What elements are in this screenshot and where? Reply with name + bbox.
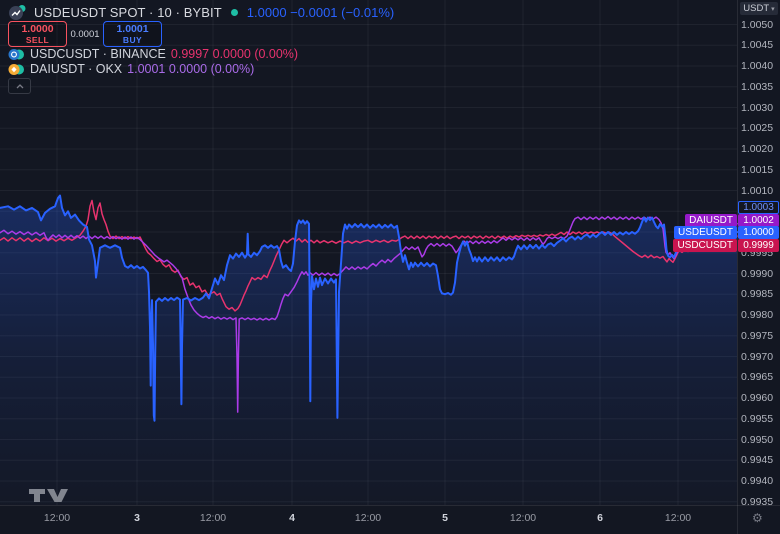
price-tick-label: 1.0045 [741,39,774,52]
time-tick-label: 4 [289,512,295,524]
price-tick-label: 0.9950 [741,433,774,446]
main-series-legend[interactable]: USDEUSDT SPOT · 10 · BYBIT 1.0000 −0.000… [8,4,394,20]
price-tick-label: 0.9940 [741,475,774,487]
ask-price-axis-label: 1.0003 [738,200,779,214]
time-tick-label: 12:00 [354,512,382,524]
currency-label: USDT [743,3,770,14]
last-price-axis-label-usdeusdt: USDEUSDT 1.0000 [673,225,779,239]
time-tick-label: 12:00 [43,512,71,524]
legend-collapse-button[interactable] [8,78,31,94]
price-tick-label: 0.9955 [741,412,774,425]
price-tick-label: 1.0040 [741,60,774,72]
overlay-values: 1.0001 0.0000 (0.00%) [127,62,255,76]
price-change: −0.0001 (−0.01%) [290,4,395,20]
price-tick-label: 1.0010 [741,184,774,197]
price-tick-label: 1.0030 [741,101,774,114]
last-price: 1.0000 [246,4,287,20]
chevron-up-icon [16,83,23,88]
price-value: 1.0000 [738,225,779,239]
spread-value: 0.0001 [70,28,100,40]
price-tick-label: 0.9970 [741,350,774,363]
buy-button[interactable]: 1.0001 BUY [103,21,162,47]
time-tick-label: 12:00 [199,512,227,524]
price-tick-label: 1.0015 [741,163,774,176]
buy-price: 1.0001 [116,22,149,35]
sell-button[interactable]: 1.0000 SELL [8,21,67,47]
price-value: 1.0002 [738,213,779,227]
time-tick-label: 12:00 [664,512,692,524]
price-tick-label: 1.0050 [741,18,774,31]
price-tick-label: 0.9990 [741,267,774,280]
time-tick-label: 6 [597,512,603,524]
usdc-coin-icon [8,48,24,60]
symbol-tag: DAIUSDT [685,213,737,227]
price-tick-label: 0.9935 [741,495,774,508]
time-tick-label: 5 [442,512,448,524]
last-price-axis-label-usdcusdt: USDCUSDT 0.9999 [673,238,779,252]
price-axis-currency-dropdown[interactable]: USDT ▾ [740,2,778,15]
price-tick-label: 0.9945 [741,454,774,467]
price-tick-label: 0.9975 [741,329,774,342]
symbol-tag: USDCUSDT [673,238,737,252]
symbol-logo-icon [9,5,26,20]
overlay-legend-usdcusdt[interactable]: USDCUSDT · BINANCE 0.9997 0.0000 (0.00%) [8,47,298,61]
price-tick-label: 1.0035 [741,80,774,93]
series-area-usdeusdt [0,195,737,505]
market-status-dot-icon [230,8,238,16]
time-tick-label: 3 [134,512,140,524]
price-tick-label: 1.0020 [741,143,774,155]
time-tick-label: 12:00 [509,512,537,524]
price-tick-label: 0.9960 [741,392,774,404]
series-line-usdeusdt [0,194,738,422]
overlay-symbol: USDCUSDT · BINANCE [30,47,166,61]
sell-label: SELL [25,34,50,45]
overlay-values: 0.9997 0.0000 (0.00%) [170,47,299,61]
price-tick-label: 0.9985 [741,288,774,301]
last-price-axis-label-daiusdt: DAIUSDT 1.0002 [685,213,779,227]
price-tick-label: 0.9965 [741,371,774,384]
sell-price: 1.0000 [21,22,54,35]
trade-buttons: 1.0000 SELL 0.0001 1.0001 BUY [8,21,162,47]
dai-coin-icon [8,63,24,75]
tradingview-logo[interactable] [28,487,74,504]
overlay-legend-daiusdt[interactable]: DAIUSDT · OKX 1.0001 0.0000 (0.00%) [8,62,254,76]
overlay-symbol: DAIUSDT · OKX [30,62,123,76]
symbol-tag: USDEUSDT [673,225,737,239]
price-tick-label: 1.0025 [741,122,774,135]
series-line-daiusdt [0,215,738,413]
symbol-title: USDEUSDT SPOT · 10 · BYBIT [34,4,222,20]
buy-label: BUY [122,34,143,45]
axis-settings-gear-icon[interactable]: ⚙ [752,511,763,525]
chevron-down-icon: ▾ [771,5,775,13]
price-tick-label: 0.9980 [741,309,774,321]
price-value: 0.9999 [738,238,779,252]
